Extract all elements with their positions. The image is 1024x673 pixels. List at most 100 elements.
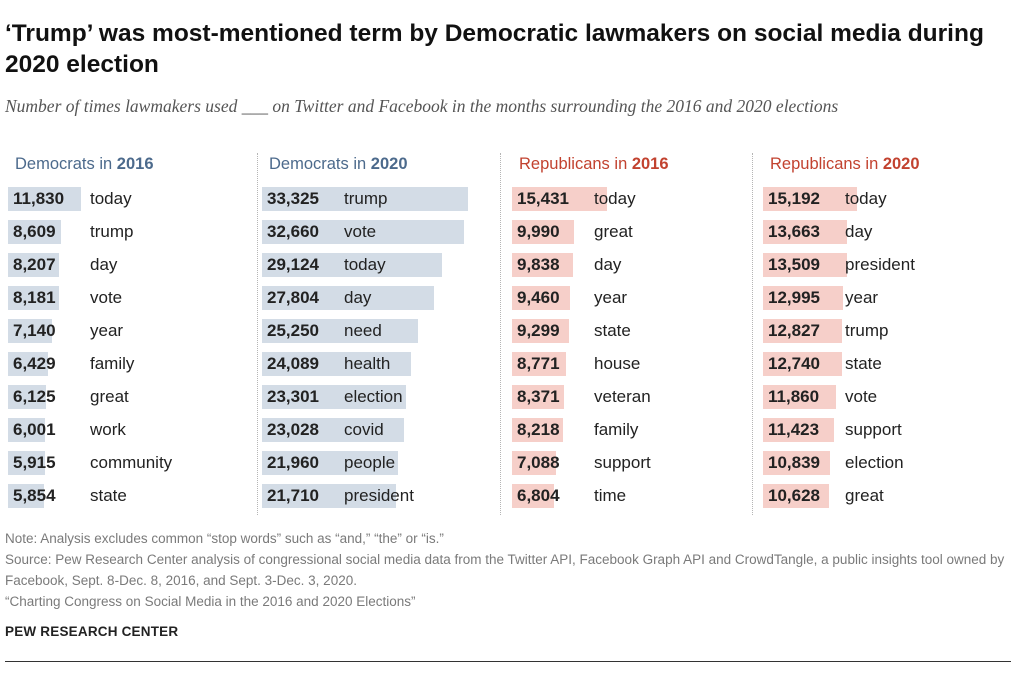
term-label: today — [845, 189, 887, 208]
value-label: 13,663 — [768, 222, 820, 241]
bar-row: 15,431 today — [512, 187, 742, 211]
panel-header: Democrats in 2016 — [15, 155, 154, 173]
bar — [512, 220, 574, 244]
term-label: state — [90, 486, 127, 505]
value-label: 5,854 — [13, 486, 56, 505]
bar-row: 6,804 time — [512, 484, 742, 508]
bar — [512, 484, 554, 508]
chart-subtitle: Number of times lawmakers used ___ on Tw… — [5, 96, 839, 116]
bar-row: 25,250 need — [262, 319, 492, 343]
bar — [763, 187, 857, 211]
bar-row: 15,192 today — [763, 187, 993, 211]
value-label: 11,830 — [13, 189, 65, 208]
term-label: health — [344, 354, 391, 373]
bar — [512, 418, 563, 442]
value-label: 13,509 — [768, 255, 820, 274]
term-label: president — [344, 486, 414, 505]
value-label: 8,771 — [517, 354, 560, 373]
value-label: 6,001 — [13, 420, 56, 439]
value-label: 23,301 — [267, 387, 319, 406]
note-text: Note: Analysis excludes common “stop wor… — [5, 531, 444, 546]
value-label: 8,609 — [13, 222, 56, 241]
panel-republicans-2020: Republicans in 2020 15,192 today 13,663 day… — [763, 153, 993, 515]
bar-row: 13,663 day — [763, 220, 993, 244]
value-label: 6,429 — [13, 354, 56, 373]
bar — [262, 253, 442, 277]
value-label: 25,250 — [267, 321, 319, 340]
term-label: trump — [344, 189, 388, 208]
term-label: year — [594, 288, 628, 307]
bar — [262, 220, 464, 244]
panel-year: 2020 — [370, 155, 408, 173]
value-label: 12,827 — [768, 321, 820, 340]
value-label: 21,710 — [267, 486, 319, 505]
term-label: need — [344, 321, 382, 340]
bar — [262, 385, 406, 409]
term-label: today — [594, 189, 636, 208]
bar-row: 8,218 family — [512, 418, 742, 442]
value-label: 10,628 — [768, 486, 820, 505]
bar-row: 8,771 house — [512, 352, 742, 376]
panel-header: Republicans in 2020 — [770, 155, 920, 173]
bar — [763, 385, 836, 409]
bar-row: 8,609 trump — [8, 220, 238, 244]
bar — [8, 451, 45, 475]
bar-row: 8,207 day — [8, 253, 238, 277]
bar-row: 12,995 year — [763, 286, 993, 310]
value-label: 11,423 — [768, 420, 820, 439]
panel-header: Republicans in 2016 — [519, 155, 669, 173]
panel-year: 2016 — [116, 155, 154, 173]
bar-row: 9,460 year — [512, 286, 742, 310]
bar — [262, 187, 468, 211]
bar — [8, 187, 81, 211]
panel-year: 2016 — [631, 155, 669, 173]
value-label: 9,299 — [517, 321, 560, 340]
bar-row: 5,915 community — [8, 451, 238, 475]
term-label: president — [845, 255, 915, 274]
bar — [512, 319, 569, 343]
bar — [512, 352, 566, 376]
bar-row: 10,839 election — [763, 451, 993, 475]
value-label: 8,207 — [13, 255, 56, 274]
value-label: 7,140 — [13, 321, 56, 340]
bar — [763, 451, 830, 475]
chart-title: ‘Trump’ was most-mentioned term by Democ… — [5, 20, 984, 78]
term-label: day — [90, 255, 118, 274]
value-label: 9,990 — [517, 222, 560, 241]
value-label: 15,431 — [517, 189, 569, 208]
bar — [262, 418, 404, 442]
bar-row: 11,860 vote — [763, 385, 993, 409]
bar — [262, 319, 418, 343]
term-label: election — [845, 453, 904, 472]
term-label: family — [594, 420, 639, 439]
bar-row: 12,827 trump — [763, 319, 993, 343]
bar — [512, 187, 607, 211]
bar-row: 9,299 state — [512, 319, 742, 343]
bar-row: 11,423 support — [763, 418, 993, 442]
term-label: election — [344, 387, 403, 406]
panel-divider — [500, 153, 501, 515]
source-text: Source: Pew Research Center analysis of … — [5, 552, 1005, 588]
bar — [512, 385, 564, 409]
bar — [763, 253, 847, 277]
bar — [8, 484, 44, 508]
bar-row: 32,660 vote — [262, 220, 492, 244]
term-label: vote — [90, 288, 123, 307]
value-label: 6,125 — [13, 387, 56, 406]
term-label: family — [90, 354, 135, 373]
bar — [8, 220, 61, 244]
value-label: 33,325 — [267, 189, 319, 208]
bar-row: 13,509 president — [763, 253, 993, 277]
term-label: trump — [90, 222, 134, 241]
panel-democrats-2016: Democrats in 2016 11,830 today 8,609 trump 8… — [8, 153, 238, 515]
bar-row: 29,124 today — [262, 253, 492, 277]
bar-row: 27,804 day — [262, 286, 492, 310]
bar — [763, 352, 842, 376]
bar — [262, 484, 396, 508]
term-label: covid — [344, 420, 384, 439]
panel-party: Democrats — [15, 155, 95, 173]
value-label: 12,740 — [768, 354, 820, 373]
bar-row: 23,301 election — [262, 385, 492, 409]
bar — [8, 253, 59, 277]
term-label: day — [344, 288, 372, 307]
